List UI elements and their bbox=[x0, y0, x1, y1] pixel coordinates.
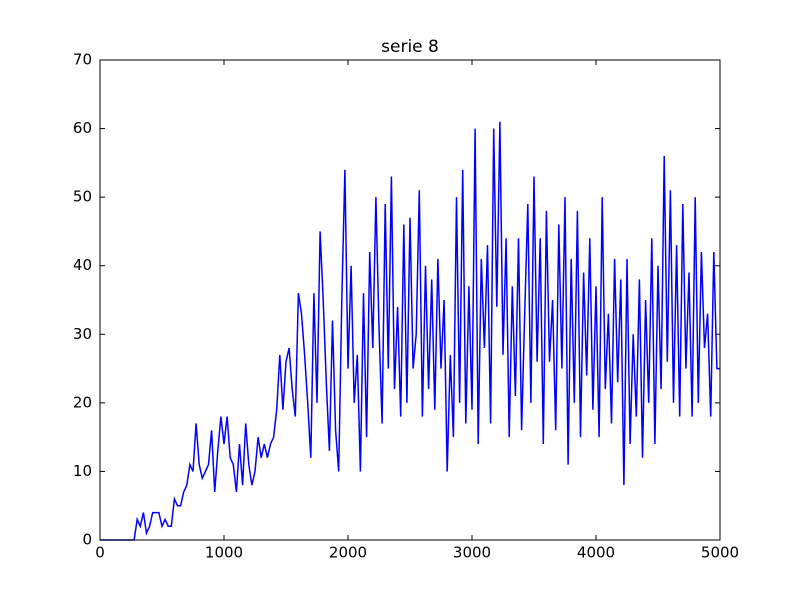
x-tick-label: 2000 bbox=[329, 544, 367, 562]
y-tick-label: 20 bbox=[73, 393, 92, 411]
y-tick-label: 70 bbox=[73, 51, 92, 69]
y-tick-label: 0 bbox=[82, 531, 92, 549]
x-tick-label: 3000 bbox=[453, 544, 491, 562]
chart-title: serie 8 bbox=[381, 37, 439, 57]
x-tick-label: 0 bbox=[95, 544, 105, 562]
y-tick-label: 10 bbox=[73, 462, 92, 480]
y-tick-label: 30 bbox=[73, 325, 92, 343]
y-tick-label: 50 bbox=[73, 188, 92, 206]
y-tick-label: 60 bbox=[73, 119, 92, 137]
x-tick-label: 4000 bbox=[577, 544, 615, 562]
y-tick-label: 40 bbox=[73, 256, 92, 274]
x-tick-label: 5000 bbox=[701, 544, 739, 562]
plot-frame bbox=[99, 59, 721, 541]
x-tick-label: 1000 bbox=[205, 544, 243, 562]
data-line bbox=[100, 121, 720, 541]
